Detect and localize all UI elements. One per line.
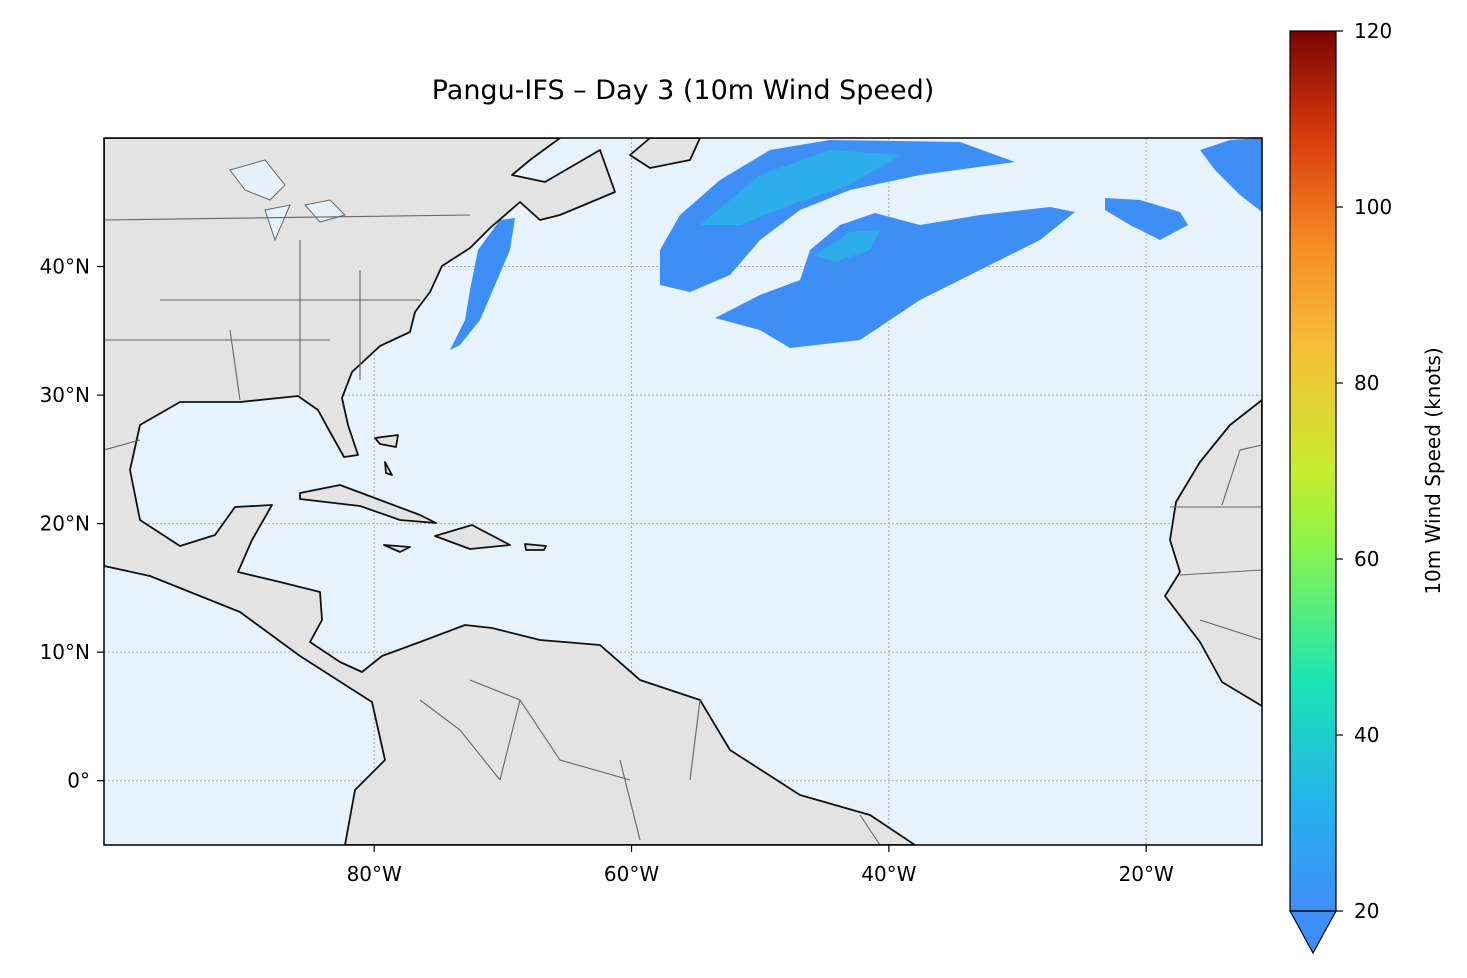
y-tick-label: 10°N xyxy=(40,640,90,664)
colorbar-tick-label: 60 xyxy=(1354,547,1379,571)
map-layer xyxy=(104,138,1262,845)
wind-core xyxy=(815,230,880,262)
y-tick-label: 40°N xyxy=(40,255,90,279)
wind-area xyxy=(660,140,1015,292)
land xyxy=(104,138,916,845)
y-tick-label: 30°N xyxy=(40,383,90,407)
colorbar-tick-label: 40 xyxy=(1354,723,1379,747)
land xyxy=(1164,399,1262,707)
wind-area xyxy=(1105,198,1188,240)
colorbar xyxy=(1290,31,1336,911)
map-frame xyxy=(103,137,1263,846)
border xyxy=(1170,444,1262,641)
wind-core xyxy=(700,150,900,225)
lake xyxy=(229,159,346,242)
island xyxy=(299,434,547,553)
land xyxy=(629,138,701,169)
y-tick-label: 20°N xyxy=(40,512,90,536)
x-tick-label: 20°W xyxy=(1119,862,1174,886)
y-tick-label: 0° xyxy=(67,769,90,793)
colorbar-tick-label: 20 xyxy=(1354,899,1379,923)
chart-title: Pangu-IFS – Day 3 (10m Wind Speed) xyxy=(432,75,935,106)
x-tick-label: 60°W xyxy=(604,862,659,886)
x-tick-label: 40°W xyxy=(861,862,916,886)
colorbar-tick-label: 100 xyxy=(1354,195,1392,219)
wind-area xyxy=(1200,138,1262,212)
wind-area xyxy=(450,218,515,350)
colorbar-label: 10m Wind Speed (knots) xyxy=(1421,347,1445,594)
colorbar-tick-label: 80 xyxy=(1354,371,1379,395)
x-tick-label: 80°W xyxy=(347,862,402,886)
colorbar-frame xyxy=(1289,30,1337,912)
wind-area xyxy=(715,207,1075,348)
colorbar-tick-label: 120 xyxy=(1354,19,1392,43)
colorbar-extend xyxy=(1288,910,1338,955)
border xyxy=(104,214,881,845)
